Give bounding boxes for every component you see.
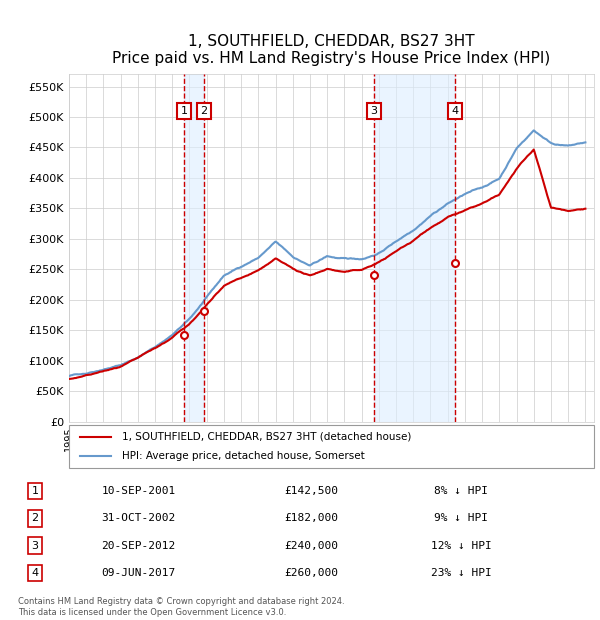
Text: 8% ↓ HPI: 8% ↓ HPI [434, 486, 488, 496]
Text: 2: 2 [31, 513, 38, 523]
Text: 2: 2 [200, 106, 208, 116]
Bar [374, 74, 455, 422]
Text: Contains HM Land Registry data © Crown copyright and database right 2024.
This d: Contains HM Land Registry data © Crown c… [18, 598, 344, 617]
FancyBboxPatch shape [69, 425, 594, 468]
Text: 3: 3 [371, 106, 377, 116]
Text: £142,500: £142,500 [284, 486, 338, 496]
Text: 23% ↓ HPI: 23% ↓ HPI [431, 568, 491, 578]
Text: 1: 1 [32, 486, 38, 496]
Text: £240,000: £240,000 [284, 541, 338, 551]
Text: 9% ↓ HPI: 9% ↓ HPI [434, 513, 488, 523]
Text: HPI: Average price, detached house, Somerset: HPI: Average price, detached house, Some… [121, 451, 364, 461]
Text: 1, SOUTHFIELD, CHEDDAR, BS27 3HT (detached house): 1, SOUTHFIELD, CHEDDAR, BS27 3HT (detach… [121, 432, 411, 442]
Text: 1: 1 [181, 106, 188, 116]
Text: 12% ↓ HPI: 12% ↓ HPI [431, 541, 491, 551]
Text: 09-JUN-2017: 09-JUN-2017 [101, 568, 176, 578]
Text: 20-SEP-2012: 20-SEP-2012 [101, 541, 176, 551]
Text: 4: 4 [452, 106, 459, 116]
Text: 3: 3 [32, 541, 38, 551]
Bar [184, 74, 204, 422]
Title: 1, SOUTHFIELD, CHEDDAR, BS27 3HT
Price paid vs. HM Land Registry's House Price I: 1, SOUTHFIELD, CHEDDAR, BS27 3HT Price p… [112, 34, 551, 66]
Text: 10-SEP-2001: 10-SEP-2001 [101, 486, 176, 496]
Text: 4: 4 [31, 568, 38, 578]
Text: £260,000: £260,000 [284, 568, 338, 578]
Text: £182,000: £182,000 [284, 513, 338, 523]
Text: 31-OCT-2002: 31-OCT-2002 [101, 513, 176, 523]
